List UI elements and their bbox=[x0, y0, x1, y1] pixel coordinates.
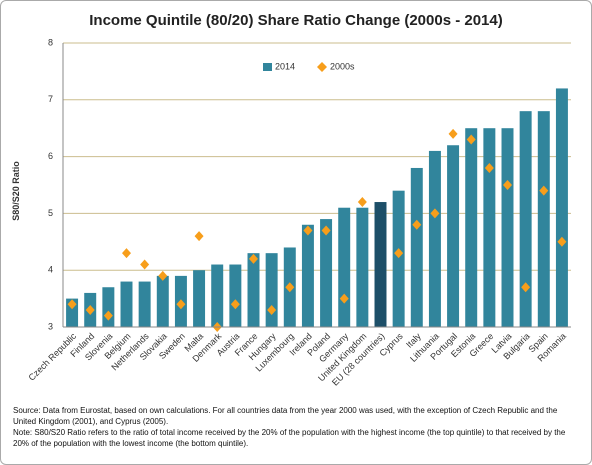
marker bbox=[140, 259, 150, 270]
bar bbox=[102, 287, 115, 327]
marker bbox=[430, 208, 440, 219]
bar bbox=[320, 219, 333, 327]
bar bbox=[392, 190, 405, 327]
marker bbox=[194, 231, 204, 242]
bar bbox=[120, 281, 133, 327]
chart-title: Income Quintile (80/20) Share Ratio Chan… bbox=[89, 12, 502, 29]
bar bbox=[519, 111, 532, 327]
marker bbox=[267, 304, 277, 315]
marker bbox=[230, 299, 240, 310]
marker bbox=[394, 248, 404, 259]
marker bbox=[412, 219, 422, 230]
y-axis-label: S80/S20 Ratio bbox=[11, 161, 21, 221]
source-note: Source: Data from Eurostat, based on own… bbox=[13, 406, 558, 426]
y-tick-label: 5 bbox=[48, 208, 53, 218]
bar bbox=[229, 264, 242, 327]
legend-swatch bbox=[317, 62, 327, 72]
bar bbox=[537, 111, 550, 327]
bar bbox=[301, 224, 314, 327]
marker bbox=[122, 248, 131, 259]
bar bbox=[247, 253, 260, 327]
bar bbox=[410, 167, 423, 327]
bar bbox=[193, 270, 206, 327]
marker bbox=[539, 185, 549, 196]
bar bbox=[66, 298, 79, 327]
marker bbox=[249, 253, 258, 264]
marker bbox=[303, 225, 313, 236]
marker bbox=[557, 236, 567, 247]
bar bbox=[265, 253, 278, 327]
bar bbox=[138, 281, 151, 327]
notes: Source: Data from Eurostat, based on own… bbox=[13, 406, 579, 450]
y-tick-label: 8 bbox=[48, 37, 53, 47]
y-tick-label: 6 bbox=[48, 151, 53, 161]
legend-label: 2000s bbox=[330, 61, 355, 71]
marker bbox=[484, 162, 494, 173]
bar bbox=[483, 128, 496, 327]
bar bbox=[374, 202, 387, 327]
y-tick-label: 4 bbox=[48, 265, 53, 275]
marker bbox=[103, 310, 113, 321]
bar bbox=[465, 128, 478, 327]
bar bbox=[211, 264, 224, 327]
y-tick-label: 3 bbox=[48, 321, 53, 331]
y-tick-label: 7 bbox=[48, 94, 53, 104]
marker bbox=[357, 197, 367, 208]
bar bbox=[428, 150, 441, 327]
bar bbox=[555, 88, 568, 327]
marker bbox=[85, 304, 95, 315]
bar bbox=[447, 145, 460, 327]
marker bbox=[176, 299, 186, 310]
marker bbox=[503, 180, 512, 190]
bar bbox=[356, 207, 369, 327]
marker bbox=[448, 128, 458, 139]
marker bbox=[285, 282, 295, 293]
marker bbox=[339, 293, 349, 304]
marker bbox=[158, 270, 168, 281]
legend-swatch bbox=[263, 63, 272, 71]
bar bbox=[501, 128, 514, 327]
bar bbox=[156, 275, 169, 327]
legend-label: 2014 bbox=[275, 61, 295, 71]
marker bbox=[321, 225, 331, 236]
x-tick-label: Czech Republic bbox=[27, 331, 79, 383]
chart: Income Quintile (80/20) Share Ratio Chan… bbox=[11, 12, 571, 388]
marker bbox=[521, 282, 531, 293]
bar bbox=[338, 207, 351, 327]
definition-note: Note: S80/S20 Ratio refers to the ratio … bbox=[13, 428, 566, 448]
marker bbox=[466, 134, 476, 145]
marker bbox=[67, 299, 77, 310]
